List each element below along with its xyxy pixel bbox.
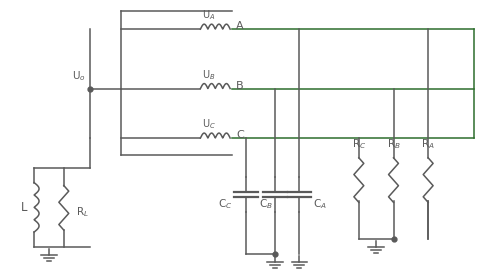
Text: R$_B$: R$_B$ — [386, 137, 401, 151]
Text: U$_A$: U$_A$ — [203, 8, 216, 22]
Text: C: C — [236, 130, 244, 140]
Text: C$_C$: C$_C$ — [218, 197, 232, 211]
Text: C$_A$: C$_A$ — [313, 197, 327, 211]
Text: U$_o$: U$_o$ — [72, 69, 85, 83]
Text: B: B — [236, 81, 244, 90]
Text: C$_B$: C$_B$ — [259, 197, 273, 211]
Text: U$_C$: U$_C$ — [203, 117, 216, 131]
Text: R$_C$: R$_C$ — [352, 137, 366, 151]
Text: R$_A$: R$_A$ — [421, 137, 435, 151]
Text: L: L — [21, 201, 27, 214]
Text: U$_B$: U$_B$ — [203, 68, 216, 81]
Text: A: A — [236, 21, 244, 31]
Text: R$_L$: R$_L$ — [76, 205, 89, 219]
